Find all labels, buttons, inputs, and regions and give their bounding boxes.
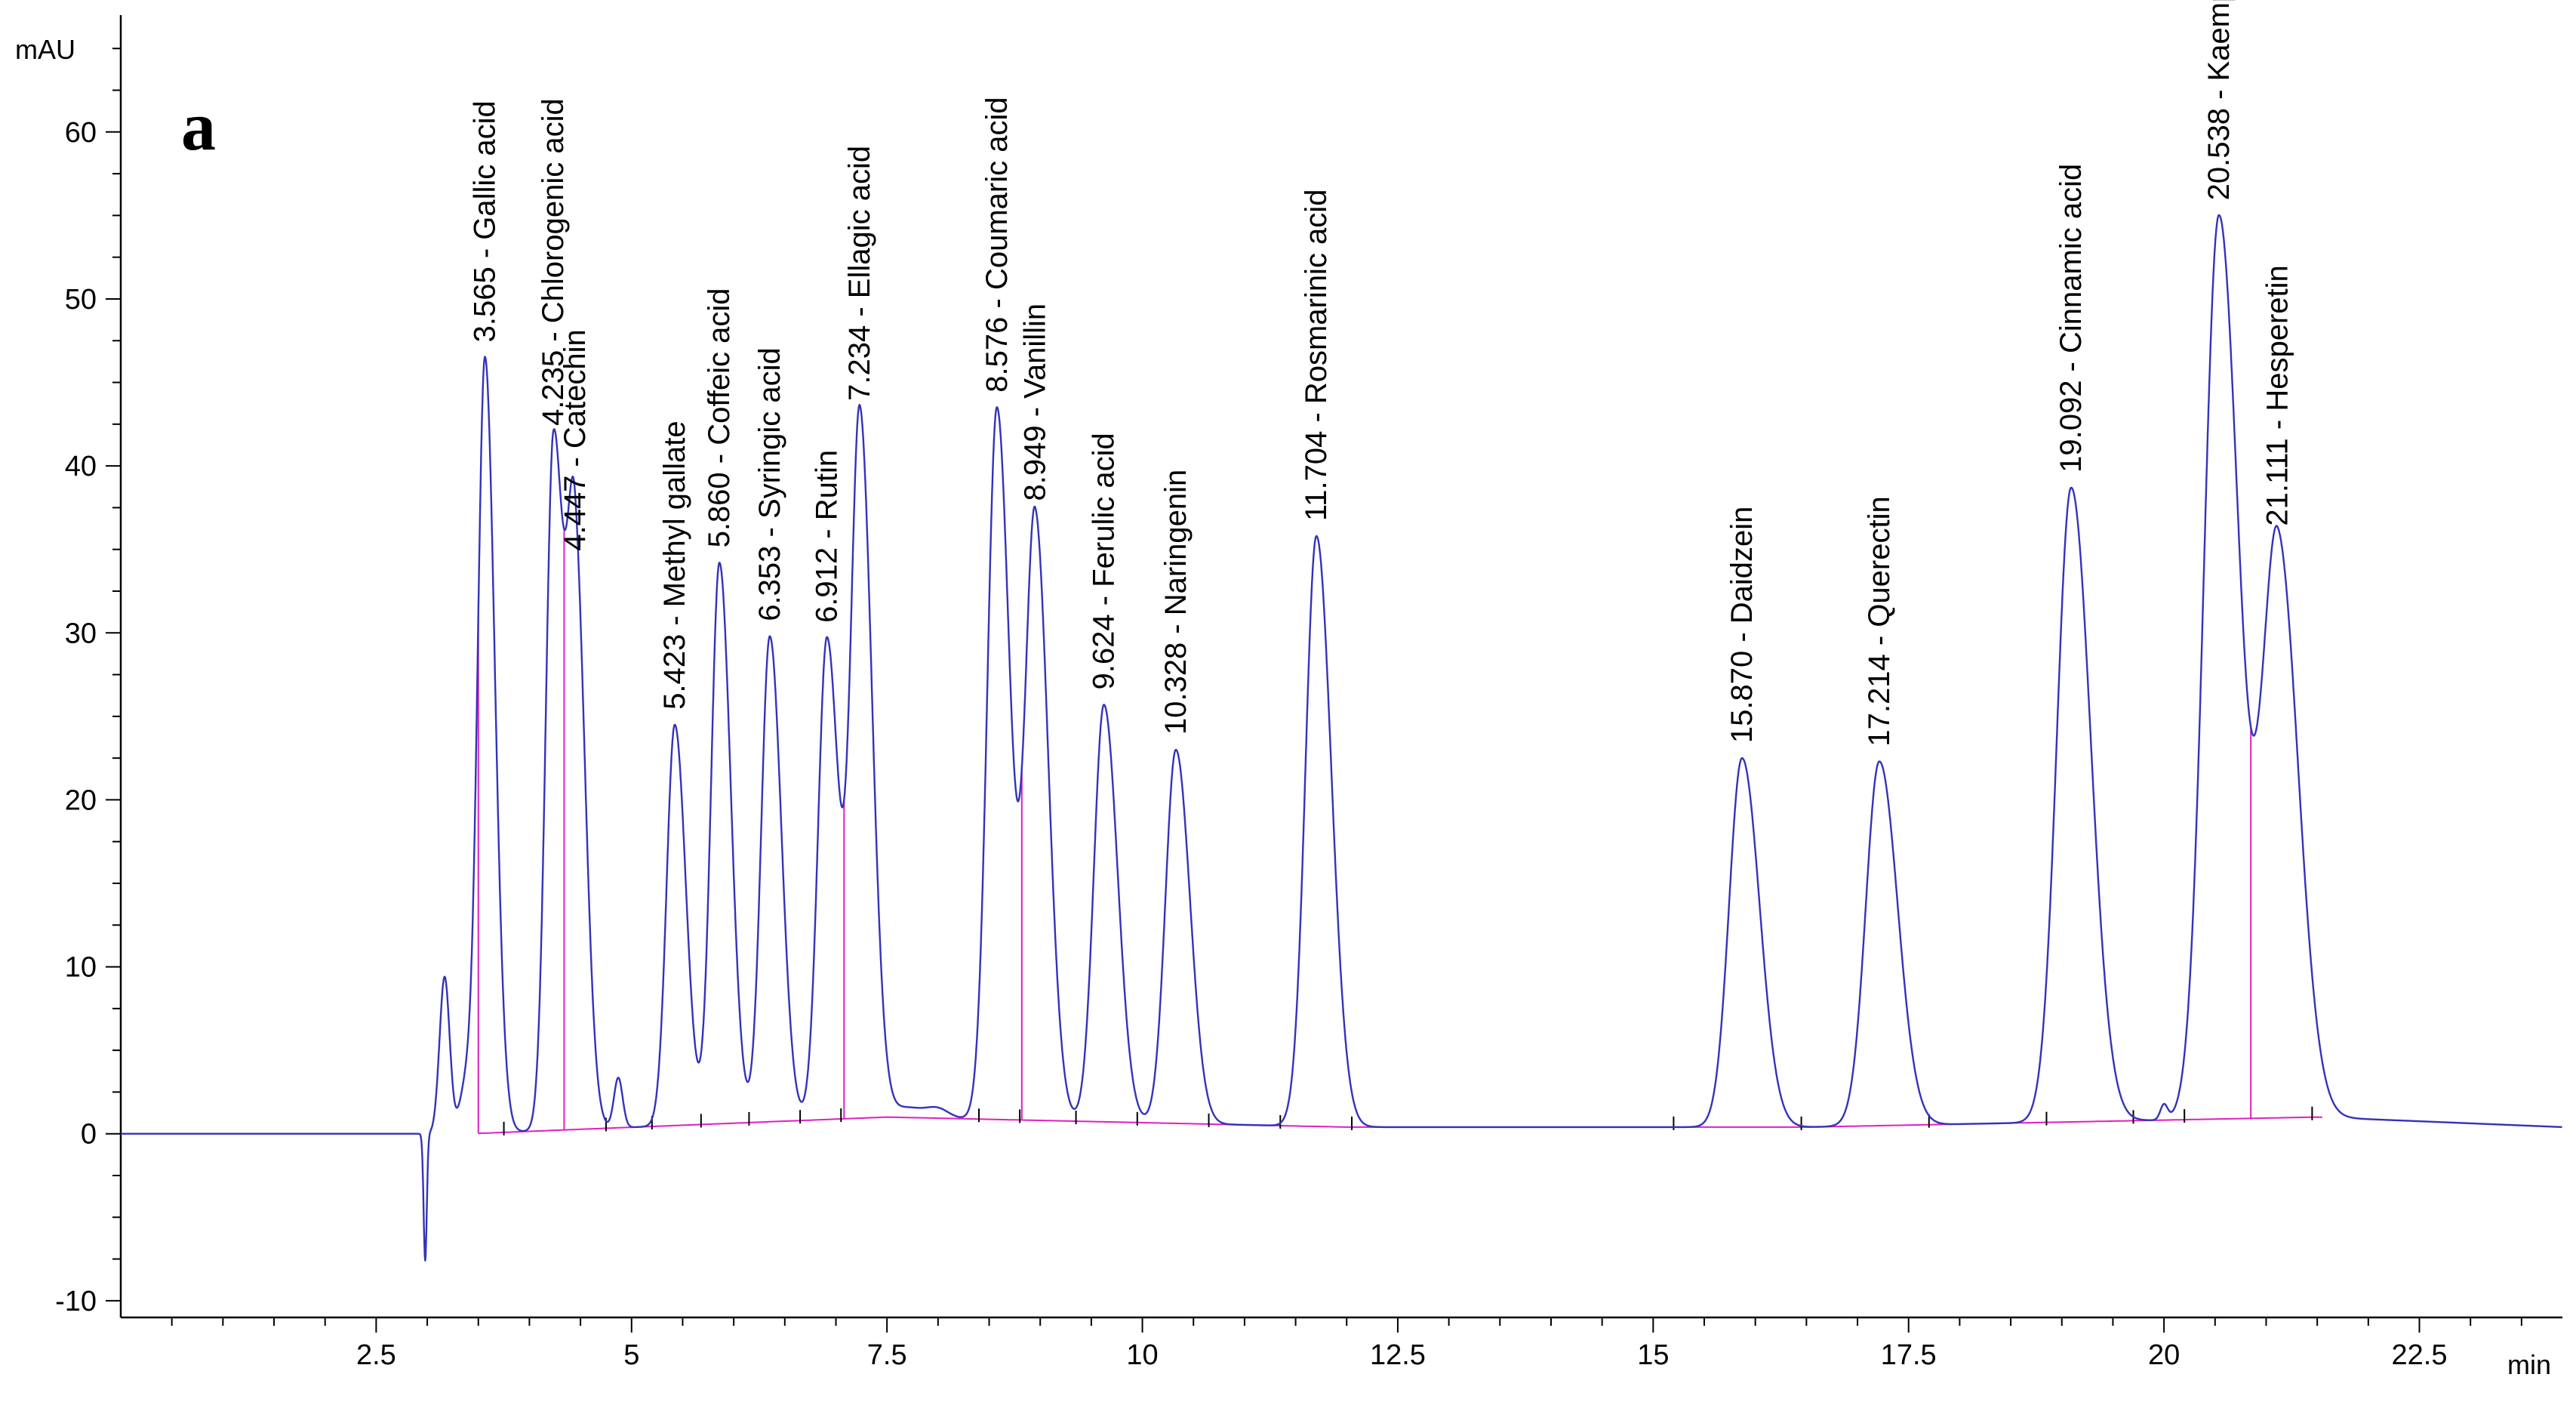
chart-axes: -10 0 10 20 30 40 50 60 2.5 5 7.5 10 12.5 15 17.5 20 22.… [55, 15, 2562, 1371]
peak-label: 8.949 - Vanillin [1018, 304, 1051, 501]
y-tick-label: 0 [81, 1119, 97, 1151]
chromatogram-trace [120, 214, 2563, 1262]
x-tick-label: 2.5 [356, 1339, 396, 1371]
y-tick-label: 40 [65, 451, 97, 482]
peak-label: 5.423 - Methyl gallate [658, 421, 691, 709]
peak-label: 3.565 - Gallic acid [468, 100, 501, 342]
x-tick-label: 17.5 [1881, 1339, 1937, 1371]
x-tick-label: 7.5 [867, 1339, 907, 1371]
y-tick-label: -10 [55, 1286, 97, 1317]
x-tick-label: 5 [623, 1339, 639, 1371]
peak-label: 11.704 - Rosmarinic acid [1300, 190, 1333, 521]
x-tick-label: 15 [1637, 1339, 1669, 1371]
peak-labels: 3.565 - Gallic acid 4.235 - Chlorogenic a… [468, 0, 2294, 747]
peak-label: 4.235 - Chlorogenic acid [537, 98, 570, 426]
peak-label: 10.328 - Naringenin [1159, 470, 1193, 735]
x-tick-label: 12.5 [1370, 1339, 1426, 1371]
signal-trace [120, 214, 2563, 1262]
peak-label: 5.860 - Coffeic acid [703, 288, 736, 548]
y-tick-label: 10 [65, 952, 97, 984]
x-unit-label: min [2507, 1349, 2551, 1380]
peak-label: 17.214 - Querectin [1863, 496, 1896, 746]
x-tick-label: 22.5 [2392, 1339, 2448, 1371]
y-tick-label: 60 [65, 117, 97, 149]
peak-label: 21.111 - Hesperetin [2261, 265, 2294, 525]
x-tick-label: 20 [2148, 1339, 2180, 1371]
peak-label: 6.912 - Rutin [811, 450, 844, 623]
peak-label: 4.447 - Catechin [559, 329, 592, 551]
peak-label: 6.353 - Syringic acid [753, 347, 786, 621]
peak-label: 9.624 - Ferulic acid [1088, 433, 1121, 689]
peak-label: 15.870 - Daidzein [1725, 507, 1759, 744]
peak-label: 7.234 - Ellagic acid [843, 146, 876, 401]
x-tick-label: 10 [1126, 1339, 1158, 1371]
peak-label: 8.576 - Coumaric acid [980, 97, 1014, 392]
y-unit-label: mAU [15, 34, 75, 65]
y-tick-label: 20 [65, 784, 97, 816]
peak-label: 19.092 - Cinnamic acid [2054, 164, 2088, 473]
y-tick-label: 30 [65, 618, 97, 649]
panel-label: a [181, 88, 216, 165]
peak-label: 20.538 - Kaempferol [2202, 0, 2236, 200]
y-tick-label: 50 [65, 284, 97, 316]
